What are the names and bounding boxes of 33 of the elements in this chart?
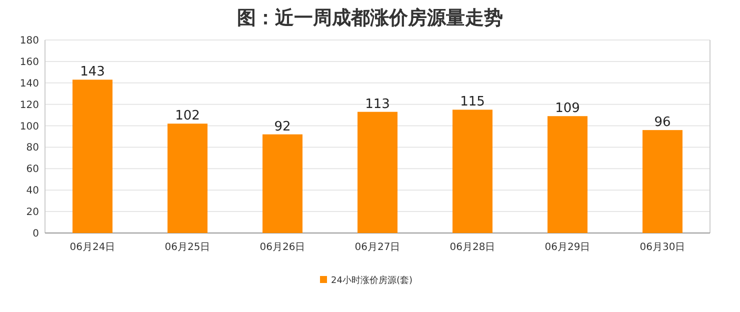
bar: [168, 124, 208, 233]
bar: [452, 110, 492, 233]
bar: [548, 116, 588, 233]
data-label: 109: [555, 101, 580, 116]
y-tick-label: 0: [32, 228, 39, 240]
legend-label: 24小时涨价房源(套): [331, 275, 412, 286]
y-tick-label: 180: [20, 36, 39, 46]
y-tick-label: 20: [26, 207, 39, 218]
y-tick-label: 140: [20, 78, 39, 90]
data-label: 113: [365, 96, 390, 112]
chart-title: 图：近一周成都涨价房源量走势: [237, 7, 503, 29]
bar: [358, 112, 398, 233]
bar: [642, 130, 682, 233]
y-tick-label: 100: [20, 121, 39, 132]
x-tick-label: 06月30日: [640, 242, 686, 253]
bar: [262, 134, 302, 233]
data-label: 96: [654, 115, 671, 130]
y-tick-label: 80: [26, 142, 39, 154]
y-tick-label: 40: [26, 186, 39, 197]
data-label: 92: [274, 119, 291, 134]
x-tick-label: 06月26日: [260, 242, 306, 253]
data-label: 102: [175, 108, 200, 124]
x-tick-label: 06月25日: [164, 242, 210, 253]
bar: [72, 80, 112, 233]
x-tick-label: 06月27日: [354, 242, 400, 253]
x-tick-label: 06月24日: [70, 242, 116, 253]
data-label: 115: [460, 94, 485, 110]
y-tick-label: 120: [20, 100, 39, 111]
y-tick-label: 60: [26, 164, 39, 176]
data-label: 143: [80, 64, 105, 80]
x-tick-label: 06月29日: [544, 242, 590, 253]
x-tick-label: 06月28日: [450, 242, 496, 253]
y-tick-label: 160: [20, 56, 39, 68]
